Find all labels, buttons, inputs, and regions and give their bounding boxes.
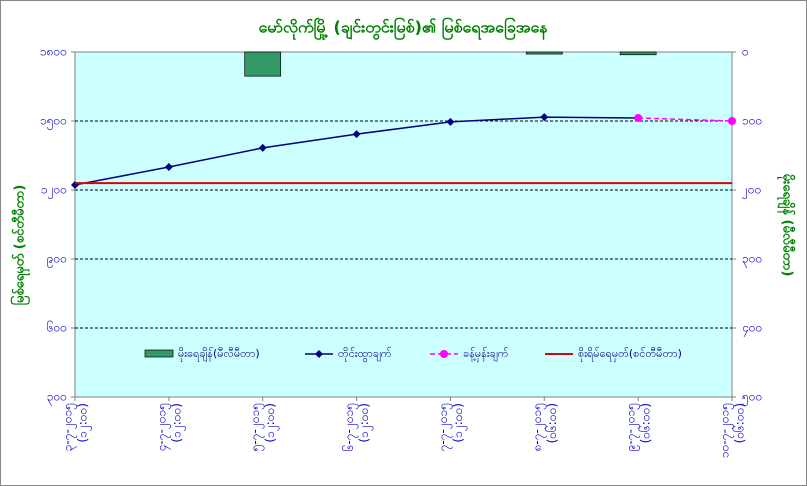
- y-tick-label: ၃၀၀: [47, 390, 67, 407]
- x-tick-label: ၇-၇-၂၀၁၅: [436, 403, 453, 451]
- x-tick-label: ၅-၇-၂၀၁၅: [248, 403, 265, 451]
- bar: [525, 51, 563, 55]
- x-tick-label: ၃-၇-၂၀၁၅: [61, 403, 78, 451]
- y2-tick-label: ၃၀၀: [742, 252, 762, 269]
- legend-label: စိုးရိမ်ရေမှတ်(စင်တီမီတာ): [578, 347, 682, 362]
- marker: [164, 163, 173, 171]
- y2-tick-label: ၂၀၀: [742, 183, 761, 200]
- x-tick-label: ၄-၇-၂၀၁၅: [154, 403, 171, 451]
- legend-label: မိုးရေချိန်(မီလီမီတာ): [178, 347, 260, 362]
- legend-swatch: [144, 349, 174, 358]
- y2-axis-title: မိုးရေချိန် (မီလီမီတာ): [777, 174, 797, 277]
- y-tick-label: ၉၀၀: [47, 252, 67, 269]
- x-tick-label: (၀၆:၀၀): [732, 403, 747, 443]
- x-tick-label: ၆-၇-၂၀၁၅: [341, 403, 359, 451]
- legend-marker: [315, 350, 323, 358]
- y2-tick-label: ၄၀၀: [742, 321, 762, 338]
- x-tick-label: (၁၂:၀၀): [169, 403, 186, 443]
- x-tick-label: (၁၂:၀၀): [451, 403, 468, 443]
- marker: [258, 143, 267, 152]
- y-tick-label: ၁၅၀၀: [40, 114, 67, 131]
- y2-tick-label: ၅၀၀: [742, 390, 762, 407]
- marker: [728, 117, 736, 125]
- bar: [244, 51, 282, 77]
- y2-tick-label: ၁၀၀: [742, 114, 762, 128]
- x-tick-label: (၀၆:၀၀): [544, 403, 559, 443]
- legend-label: ခန့်မှန်းချက်: [463, 347, 509, 362]
- x-tick-label: (၁၂:၀၀): [76, 403, 93, 443]
- plot-area: [74, 51, 733, 398]
- legend-label: တိုင်းထွာချက်: [338, 347, 392, 362]
- x-tick-label: (၀၆:၀၀): [638, 403, 653, 443]
- x-tick-label: (၁၂:၀၀): [357, 403, 374, 443]
- marker: [540, 113, 549, 122]
- y-axis-title: မြစ်ရေမှတ် (စင်တီမီတာ): [10, 185, 31, 306]
- y2-tick-label: ၀: [742, 45, 749, 59]
- bar: [619, 51, 657, 56]
- x-tick-label: ၁၀-၇-၂၀၁၅: [718, 403, 735, 458]
- marker: [634, 114, 643, 123]
- y-tick-label: ၆၀၀: [47, 320, 67, 335]
- x-tick-label: ၈-၇-၂၀၁၅: [530, 403, 547, 451]
- marker: [446, 117, 455, 126]
- marker: [352, 130, 361, 139]
- x-tick-label: ၉-၇-၂၀၁၅: [624, 403, 641, 451]
- y-tick-label: ၁၂၀၀: [41, 183, 67, 200]
- x-tick-label: (၁၂:၀၀): [263, 403, 280, 443]
- y-tick-label: ၁၈၀၀: [40, 45, 67, 59]
- legend-marker: [440, 350, 448, 358]
